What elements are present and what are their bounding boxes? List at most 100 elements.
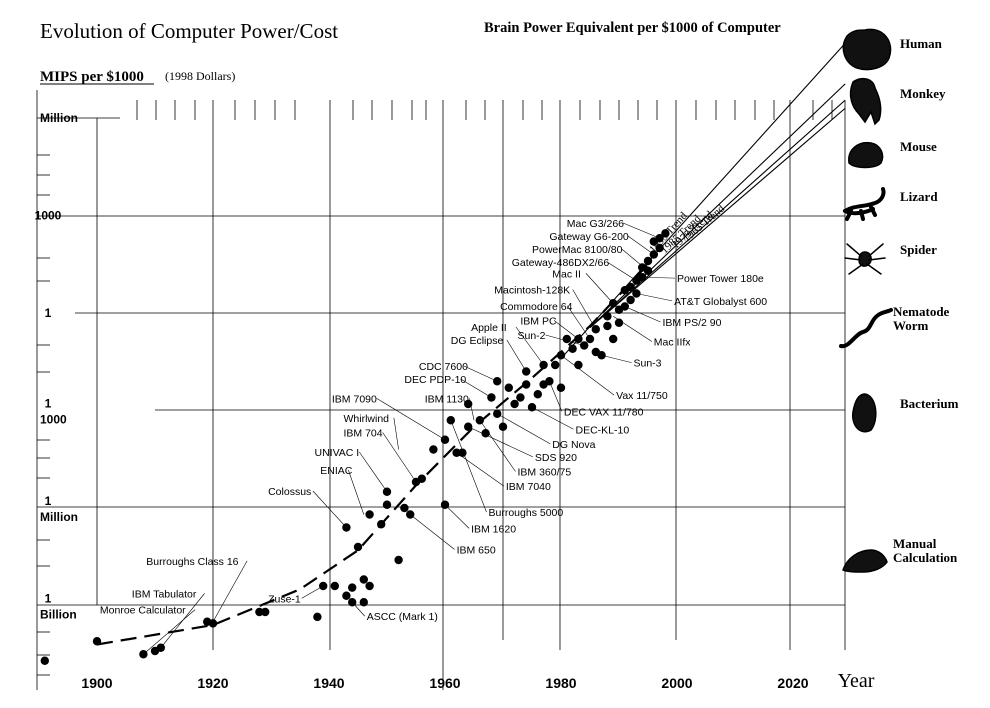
data-point [377,520,386,529]
data-point [446,416,455,425]
creature-shape [848,141,884,169]
data-point [261,607,270,617]
lizard-icon [843,187,886,221]
point-label: Whirlwind [344,413,390,425]
data-point [562,334,571,344]
point-label: IBM 704 [344,428,383,440]
data-point [522,380,531,389]
creature-shape [839,308,893,349]
y-tick-label: Million [40,111,78,125]
leader-line [560,355,615,396]
point-label: ASCC (Mark 1) [367,611,438,623]
point-label: Burroughs Class 16 [146,556,238,568]
y-tick-label: Million [40,510,78,524]
chart-title: Evolution of Computer Power/Cost [40,19,338,43]
data-point [156,643,165,652]
point-label: Mac II [552,268,581,280]
spider-icon [844,243,886,275]
leader-line [212,560,248,622]
creature-label: Bacterium [900,396,959,411]
leader-line [382,432,417,483]
data-point [382,500,392,509]
data-point [568,344,577,353]
data-point [487,393,496,402]
leader-line [143,609,196,655]
creature-column: Human Monkey Mouse Lizard Spider NematodeWorm… [839,28,959,573]
leader-line [393,417,399,450]
data-point [400,503,409,513]
data-point [319,581,328,591]
creature-shape [844,243,886,275]
creature-label: Lizard [900,189,938,204]
leader-line [515,326,544,366]
point-label: IBM 650 [457,545,496,557]
leader-line [410,514,455,550]
point-label: Sun-2 [518,330,546,342]
creature-label: Nematode [893,304,950,319]
creature-label: Monkey [900,86,946,101]
x-tick-label: 1980 [545,675,576,691]
point-label: PowerMac 8100/80 [532,244,623,256]
leader-line [627,235,654,255]
grid-lines [36,90,846,690]
point-label: IBM 1620 [471,523,516,535]
data-point [342,523,351,532]
data-point [603,321,612,331]
data-point [353,542,363,552]
y-axis-unit-note: (1998 Dollars) [165,69,235,83]
creature-shape [843,187,886,221]
creature-label: Worm [893,318,929,333]
creature-shape [842,549,888,573]
creature-shape [849,77,882,126]
label-leader-lines [143,222,676,655]
y-tick-label: 1000 [35,209,62,223]
point-label: Mac G3/266 [567,218,624,230]
point-label: IBM 360/75 [518,467,572,479]
point-label: DEC PDP-10 [404,374,466,386]
creature-label: Spider [900,242,937,257]
leader-line [479,420,516,472]
data-point [359,598,368,607]
point-label: UNIVAC I [315,447,360,459]
data-point [452,448,461,457]
creature-label: Human [900,36,943,51]
data-point [545,377,554,386]
data-point [551,360,560,370]
leader-line [348,469,365,515]
point-label: CDC 7600 [419,361,468,373]
creature-shape [852,393,877,433]
x-tick-label: 1960 [429,675,460,691]
point-label: Colossus [268,486,311,498]
x-tick-label: 2000 [661,675,692,691]
data-point [591,325,600,334]
point-label: IBM PC [520,315,557,327]
x-tick-label: 1920 [197,675,228,691]
monkey-icon [849,77,882,126]
data-point [655,234,664,243]
data-point [394,555,403,565]
data-point [609,334,618,344]
y-axis-label: MIPS per $1000 [40,69,144,85]
creature-label: Mouse [900,139,937,154]
point-label: Mac IIfx [654,337,692,349]
leader-line [359,451,388,492]
data-point [510,399,519,409]
leader-line [376,398,446,441]
data-points [40,229,670,665]
data-point [638,273,647,282]
data-point [429,445,438,454]
point-label: Gateway-486DX2/66 [512,257,610,269]
leader-line [312,490,347,528]
y-tick-label: 1000 [40,413,67,427]
data-point [649,250,658,259]
point-label: Apple II [471,322,507,334]
data-point [574,334,583,344]
data-point [504,383,513,392]
leader-line [460,378,492,398]
data-point [493,409,502,418]
x-axis-label: Year [838,670,875,692]
data-point [417,474,426,483]
data-point [522,367,531,376]
human-brain-icon [842,28,892,71]
point-label: AT&T Globalyst 600 [674,296,767,308]
